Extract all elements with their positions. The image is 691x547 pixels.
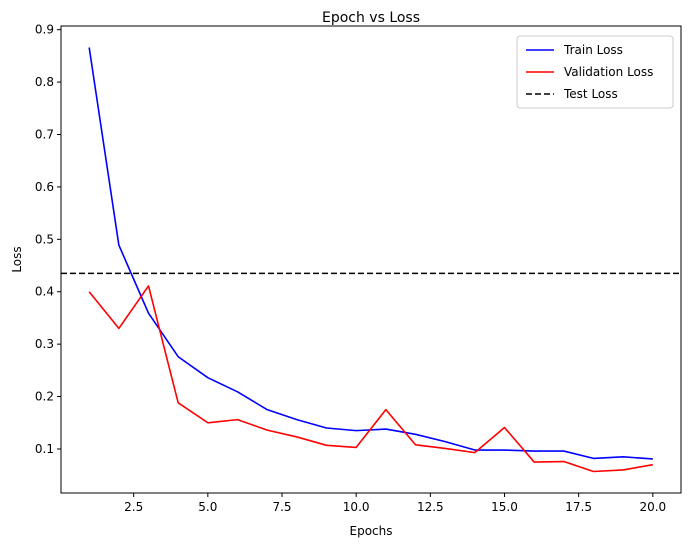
chart-title: Epoch vs Loss [322,10,420,26]
legend-label-test-loss: Test Loss [563,87,618,101]
x-tick-label: 17.5 [565,500,592,514]
x-tick-label: 7.5 [272,500,291,514]
x-axis: 2.5 5.0 7.5 10.0 12.5 15.0 17.5 20.0 [124,493,666,514]
train-loss-line [88,47,653,460]
x-tick-label: 15.0 [491,500,518,514]
y-tick-label: 0.8 [35,75,54,89]
y-tick-label: 0.7 [35,127,54,141]
x-axis-label: Epochs [350,524,393,538]
legend-label-validation-loss: Validation Loss [564,65,653,79]
y-tick-label: 0.4 [35,285,54,299]
legend-label-train-loss: Train Loss [563,43,623,57]
x-tick-label: 5.0 [198,500,217,514]
legend-box [516,35,674,109]
legend: Train Loss Validation Loss Test Loss [516,35,674,109]
validation-loss-line [88,285,653,473]
y-tick-label: 0.6 [35,180,54,194]
plot-frame [60,25,682,494]
y-tick-label: 0.3 [35,337,54,351]
x-tick-label: 2.5 [124,500,143,514]
y-axis-label: Loss [10,246,24,272]
y-axis: 0.1 0.2 0.3 0.4 0.5 0.6 0.7 0.8 0.9 [35,23,61,456]
x-tick-label: 12.5 [417,500,444,514]
y-tick-label: 0.2 [35,390,54,404]
y-tick-label: 0.9 [35,23,54,37]
x-tick-label: 20.0 [639,500,666,514]
x-tick-label: 10.0 [343,500,370,514]
y-tick-label: 0.5 [35,232,54,246]
plot-content [61,47,681,473]
y-tick-label: 0.1 [35,442,54,456]
